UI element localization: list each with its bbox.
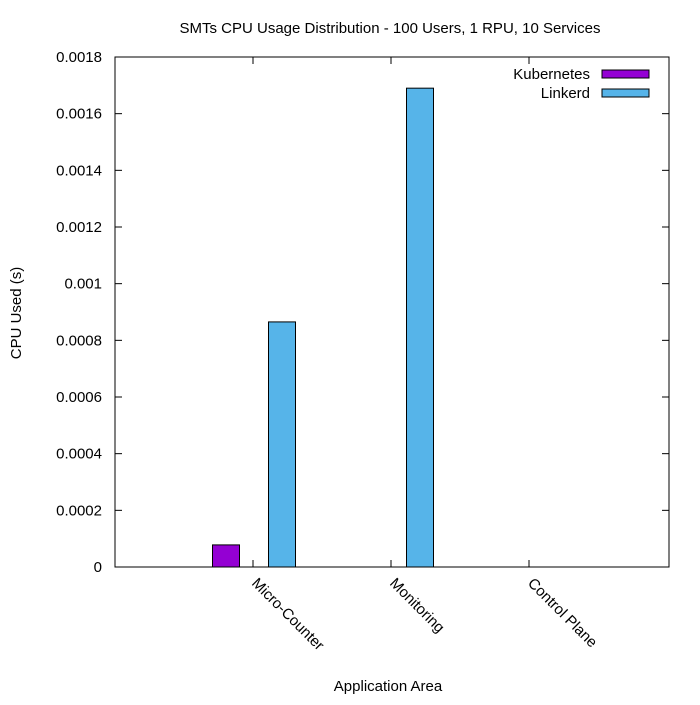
legend-swatch xyxy=(601,88,650,98)
y-tick-label: 0.001 xyxy=(64,276,102,293)
chart-title: SMTs CPU Usage Distribution - 100 Users,… xyxy=(180,20,601,37)
y-tick-label: 0.0014 xyxy=(56,162,102,179)
bar-linkerd-micro-counter xyxy=(268,321,296,568)
bars xyxy=(212,87,434,568)
y-tick-label: 0.0006 xyxy=(56,389,102,406)
plot-border xyxy=(114,56,670,568)
y-axis-title: CPU Used (s) xyxy=(8,267,25,360)
y-tick-label: 0.0012 xyxy=(56,219,102,236)
x-tick-label: Monitoring xyxy=(386,575,448,637)
x-tick-label: Control Plane xyxy=(524,575,600,651)
y-tick-label: 0.0004 xyxy=(56,446,102,463)
y-tick-label: 0.0002 xyxy=(56,502,102,519)
y-axis: 0 0.0002 0.0004 0.0006 0.0008 0.001 0.0012 0.00… xyxy=(56,49,669,576)
plot-frame xyxy=(114,56,670,568)
x-axis-title: Application Area xyxy=(334,678,443,695)
y-tick-label: 0.0018 xyxy=(56,49,102,66)
legend-label: Kubernetes xyxy=(513,66,590,83)
legend: Kubernetes Linkerd xyxy=(513,66,650,102)
legend-label: Linkerd xyxy=(541,85,590,102)
y-tick-label: 0.0008 xyxy=(56,332,102,349)
x-tick-label: Micro-Counter xyxy=(248,575,327,654)
bar-kubernetes-micro-counter xyxy=(212,544,240,568)
y-tick-label: 0 xyxy=(94,559,102,576)
y-tick-label: 0.0016 xyxy=(56,106,102,123)
bar-linkerd-monitoring xyxy=(406,87,434,568)
legend-swatch xyxy=(601,69,650,79)
